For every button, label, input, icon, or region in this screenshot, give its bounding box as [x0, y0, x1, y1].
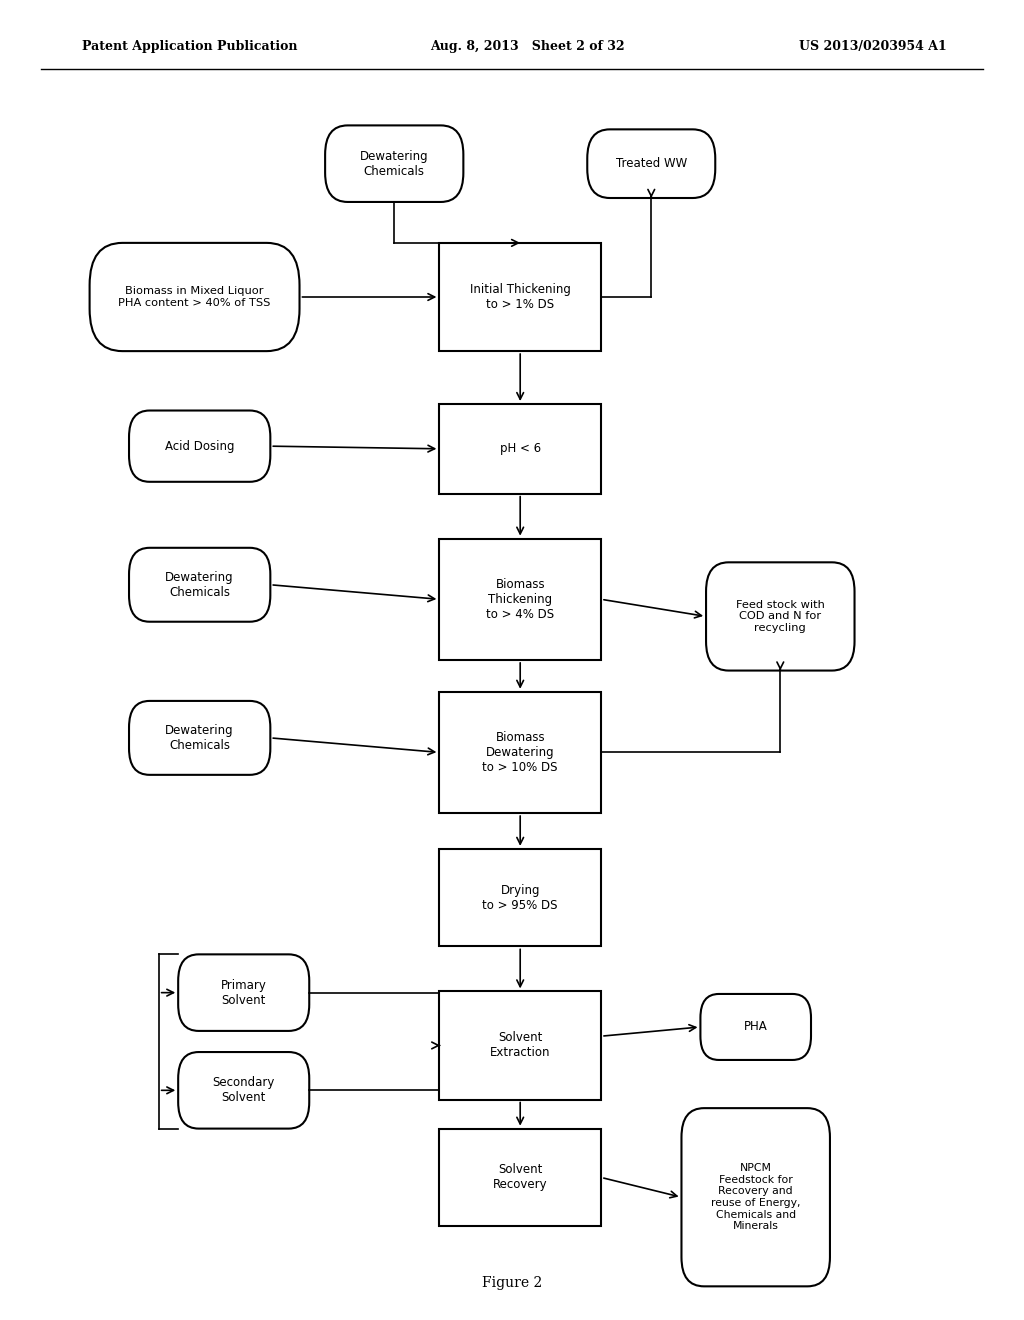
- FancyBboxPatch shape: [129, 411, 270, 482]
- FancyBboxPatch shape: [439, 692, 601, 813]
- Text: Primary
Solvent: Primary Solvent: [221, 978, 266, 1007]
- Text: Drying
to > 95% DS: Drying to > 95% DS: [482, 883, 558, 912]
- Text: Acid Dosing: Acid Dosing: [165, 440, 234, 453]
- FancyBboxPatch shape: [439, 991, 601, 1100]
- Text: pH < 6: pH < 6: [500, 442, 541, 455]
- Text: Dewatering
Chemicals: Dewatering Chemicals: [359, 149, 429, 178]
- FancyBboxPatch shape: [439, 539, 601, 660]
- Text: US 2013/0203954 A1: US 2013/0203954 A1: [799, 40, 946, 53]
- FancyBboxPatch shape: [439, 1129, 601, 1226]
- Text: Biomass
Dewatering
to > 10% DS: Biomass Dewatering to > 10% DS: [482, 731, 558, 774]
- FancyBboxPatch shape: [707, 562, 854, 671]
- FancyBboxPatch shape: [682, 1109, 829, 1286]
- Text: Figure 2: Figure 2: [482, 1276, 542, 1290]
- FancyBboxPatch shape: [439, 404, 601, 494]
- Text: Treated WW: Treated WW: [615, 157, 687, 170]
- FancyBboxPatch shape: [129, 701, 270, 775]
- FancyBboxPatch shape: [588, 129, 715, 198]
- Text: Dewatering
Chemicals: Dewatering Chemicals: [165, 723, 234, 752]
- FancyBboxPatch shape: [326, 125, 463, 202]
- Text: Biomass
Thickening
to > 4% DS: Biomass Thickening to > 4% DS: [486, 578, 554, 620]
- FancyBboxPatch shape: [129, 548, 270, 622]
- Text: PHA: PHA: [743, 1020, 768, 1034]
- Text: Biomass in Mixed Liquor
PHA content > 40% of TSS: Biomass in Mixed Liquor PHA content > 40…: [119, 286, 270, 308]
- Text: Secondary
Solvent: Secondary Solvent: [213, 1076, 274, 1105]
- Text: NPCM
Feedstock for
Recovery and
reuse of Energy,
Chemicals and
Minerals: NPCM Feedstock for Recovery and reuse of…: [711, 1163, 801, 1232]
- Text: Initial Thickening
to > 1% DS: Initial Thickening to > 1% DS: [470, 282, 570, 312]
- Text: Feed stock with
COD and N for
recycling: Feed stock with COD and N for recycling: [736, 599, 824, 634]
- Text: Aug. 8, 2013   Sheet 2 of 32: Aug. 8, 2013 Sheet 2 of 32: [430, 40, 625, 53]
- FancyBboxPatch shape: [178, 1052, 309, 1129]
- Text: Dewatering
Chemicals: Dewatering Chemicals: [165, 570, 234, 599]
- FancyBboxPatch shape: [439, 243, 601, 351]
- Text: Solvent
Recovery: Solvent Recovery: [493, 1163, 548, 1192]
- FancyBboxPatch shape: [700, 994, 811, 1060]
- FancyBboxPatch shape: [439, 849, 601, 946]
- Text: Solvent
Extraction: Solvent Extraction: [489, 1031, 551, 1060]
- FancyBboxPatch shape: [90, 243, 299, 351]
- Text: Patent Application Publication: Patent Application Publication: [82, 40, 297, 53]
- FancyBboxPatch shape: [178, 954, 309, 1031]
